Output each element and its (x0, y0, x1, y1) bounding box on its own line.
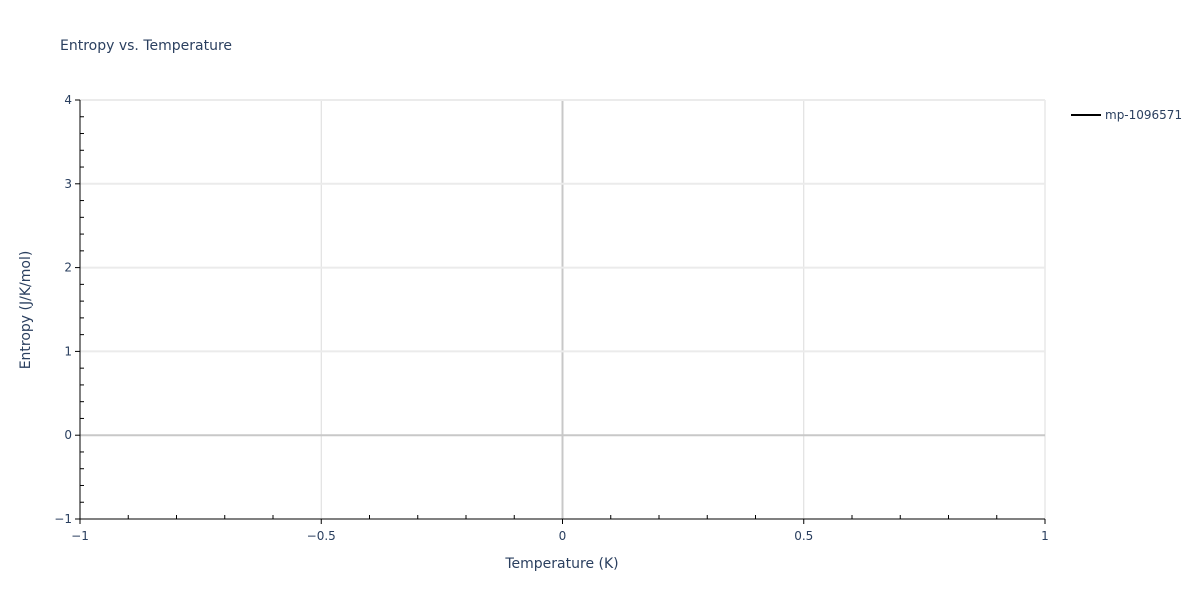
x-tick-label: 0 (559, 529, 567, 543)
x-axis-label: Temperature (K) (504, 556, 618, 572)
y-axis-label: Entropy (J/K/mol) (18, 251, 34, 370)
x-tick-label: 1 (1041, 529, 1049, 543)
y-tick-label: 0 (64, 428, 72, 442)
x-tick-label: 0.5 (794, 529, 813, 543)
x-axis-ticks: −1 −0.5 0 0.5 1 (71, 515, 1049, 543)
legend[interactable]: mp-1096571 (1071, 108, 1182, 122)
legend-label: mp-1096571 (1105, 108, 1182, 122)
x-tick-label: −0.5 (307, 529, 336, 543)
x-tick-label: −1 (71, 529, 89, 543)
y-tick-label: 1 (64, 344, 72, 358)
y-axis-ticks: −1 0 1 2 3 4 (54, 93, 84, 526)
y-tick-label: 3 (64, 177, 72, 191)
chart-title: Entropy vs. Temperature (60, 38, 232, 54)
gridlines (80, 99, 1046, 519)
y-tick-label: 2 (64, 261, 72, 275)
y-tick-label: 4 (64, 93, 72, 107)
y-tick-label: −1 (54, 512, 72, 526)
